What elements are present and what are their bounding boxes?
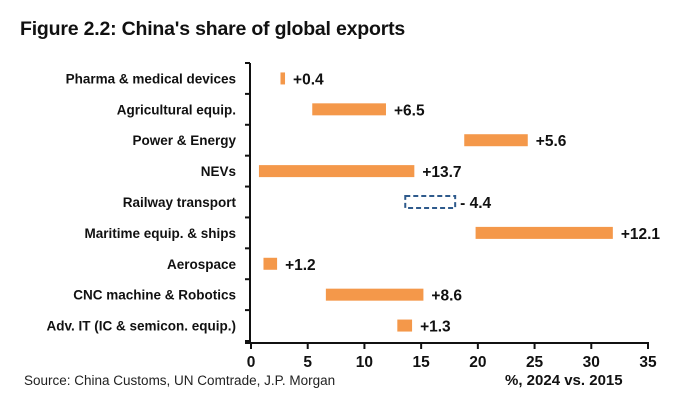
data-label: +5.6 [536,133,567,150]
data-label: +6.5 [394,102,425,119]
chart-title: Figure 2.2: China's share of global expo… [20,18,406,40]
bar-maritime-equip-ships [475,226,613,239]
category-label: NEVs [201,164,236,179]
bars-layer [258,72,613,332]
bar-cnc-machine-robotics [325,288,424,301]
data-label: - 4.4 [460,195,491,212]
data-label: +8.6 [431,288,462,305]
x-axis-label: %, 2024 vs. 2015 [505,372,623,389]
data-label: +0.4 [293,71,324,88]
x-tick-label: 25 [526,354,544,371]
x-tick-label: 30 [583,354,600,371]
labels-layer: Pharma & medical devices +0.4 Agricultural… [46,71,660,335]
data-label: +1.3 [420,319,451,336]
category-label: Pharma & medical devices [66,71,236,86]
data-label: +1.2 [285,257,316,274]
source-note: Source: China Customs, UN Comtrade, J.P.… [24,373,336,388]
bar-pharma-medical-devices [280,72,286,85]
bar-railway-transport [404,195,457,209]
category-label: Power & Energy [132,133,236,148]
bar-aerospace [263,257,278,270]
data-label: +13.7 [422,164,461,181]
category-label: Aerospace [167,257,237,272]
bar-adv-it-ic-semicon-equip [397,319,413,332]
category-label: Railway transport [123,195,237,210]
x-tick-label: 15 [413,354,431,371]
category-label: Maritime equip. & ships [84,226,236,241]
x-tick-label: 10 [356,354,373,371]
x-tick-label: 35 [639,354,657,371]
bar-nevs [258,165,415,178]
category-label: Adv. IT (IC & semicon. equip.) [46,319,236,334]
category-label: Agricultural equip. [117,102,236,117]
x-tick-label: 20 [469,354,486,371]
category-label: CNC machine & Robotics [73,288,236,303]
axes-layer: 0 5 10 15 20 25 30 35 [245,62,657,371]
bar-agricultural-equip [312,103,386,116]
data-label: +12.1 [621,226,661,243]
bar-power-energy [464,134,528,147]
x-tick-label: 5 [303,354,312,371]
x-tick-label: 0 [247,354,256,371]
